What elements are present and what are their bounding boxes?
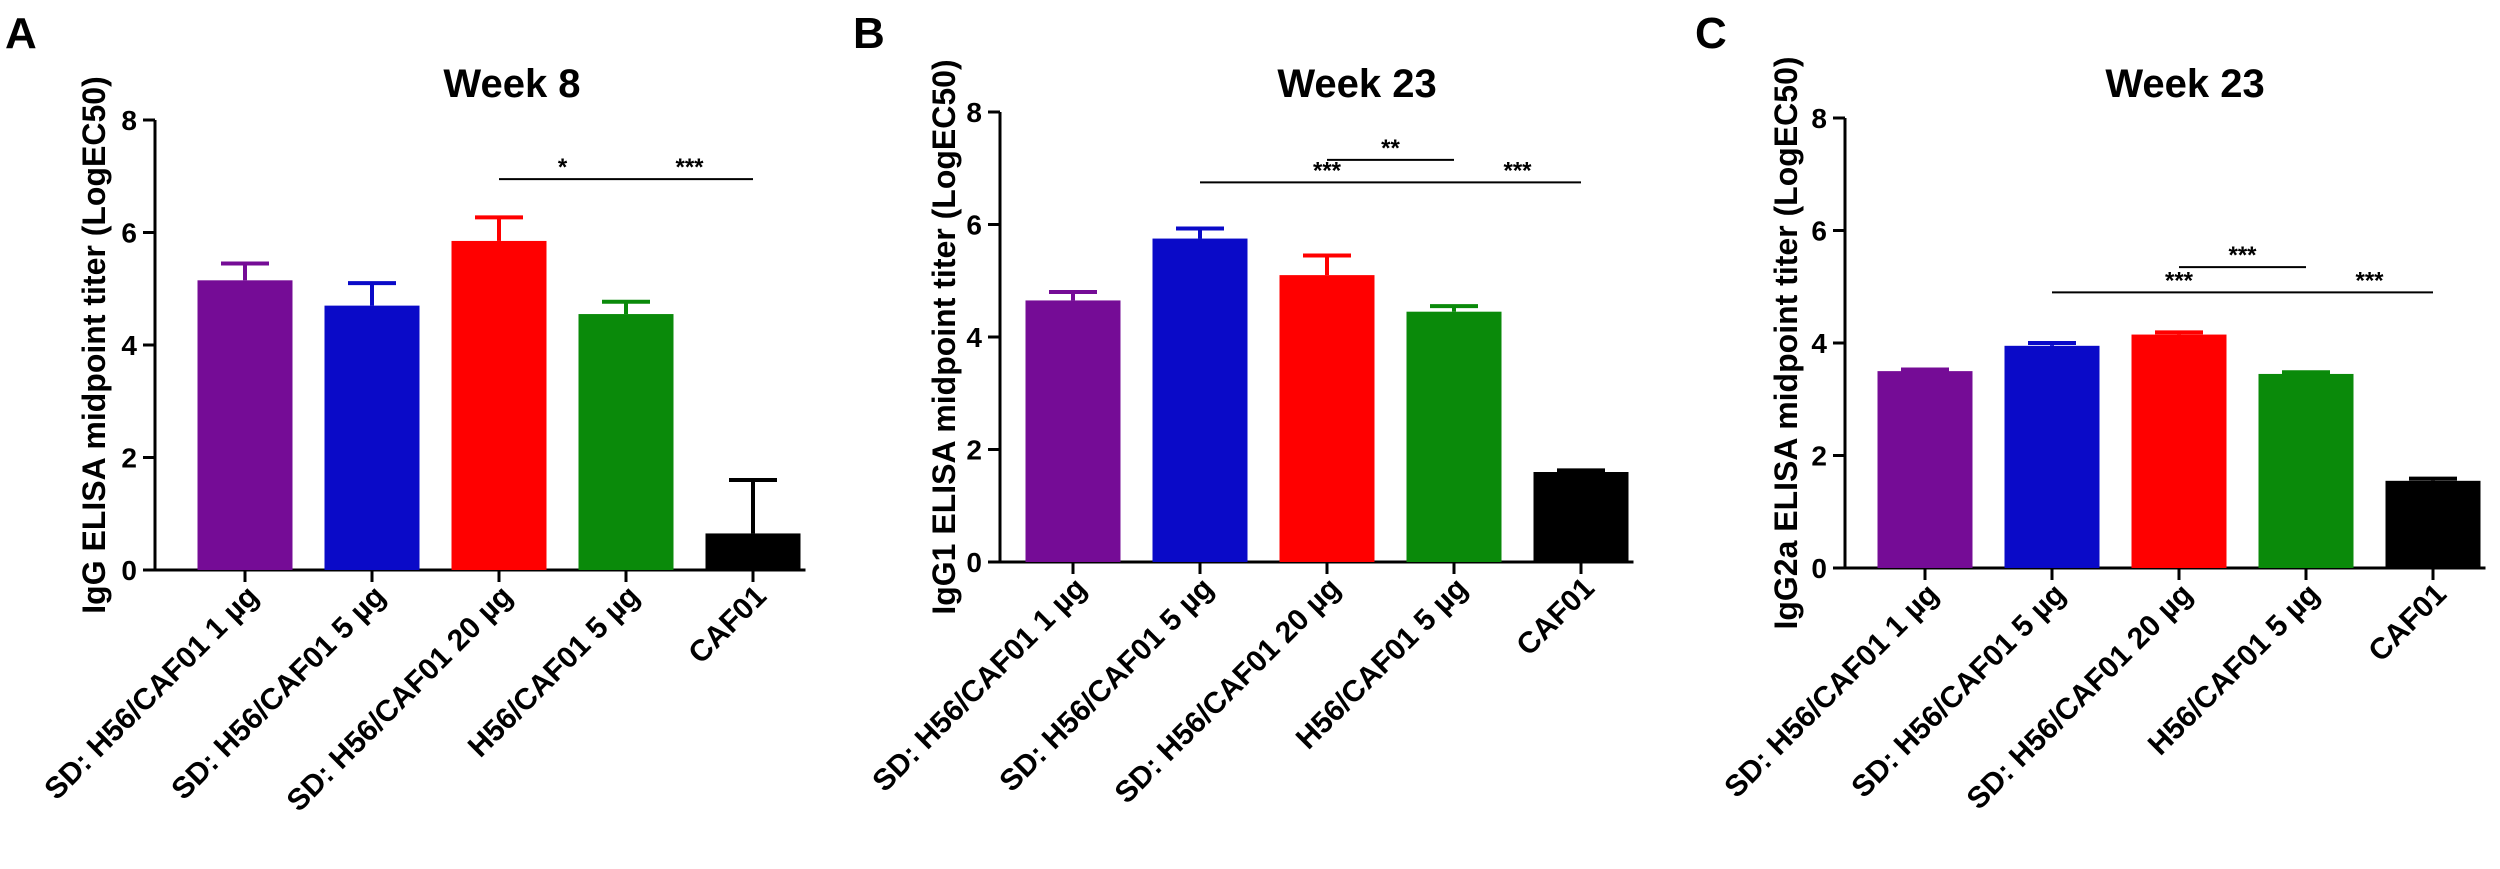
bar [1279, 275, 1375, 562]
significance-label: *** [675, 154, 704, 181]
y-tick-label: 0 [966, 547, 982, 578]
bar [1406, 311, 1502, 562]
x-tick-label: SD: H56/CAF01 1 µg [38, 580, 265, 807]
bar [2004, 345, 2100, 568]
bar [2258, 373, 2354, 568]
bar [1877, 371, 1973, 568]
y-tick-label: 4 [966, 322, 982, 353]
x-tick-label: CAF01 [682, 580, 773, 671]
y-tick-label: 2 [966, 435, 982, 466]
y-axis-label: IgG1 ELISA midpoint titer (LogEC50) [926, 59, 962, 614]
y-tick-label: 2 [121, 443, 137, 474]
y-tick-label: 0 [121, 555, 137, 586]
x-tick-label: SD: H56/CAF01 5 µg [165, 580, 392, 807]
bar [1025, 300, 1121, 562]
panel-letter: C [1695, 9, 1727, 58]
y-tick-label: 4 [121, 330, 137, 361]
x-tick-label: SD: H56/CAF01 5 µg [993, 572, 1220, 799]
x-tick-label: SD: H56/CAF01 1 µg [866, 572, 1093, 799]
y-tick-label: 6 [966, 210, 982, 241]
chart-panel-a: A Week 8 IgG ELISA midpoint titer (LogEC50… [5, 9, 806, 818]
x-tick-label: CAF01 [2362, 578, 2453, 669]
bar [2385, 480, 2481, 568]
bar [324, 305, 420, 570]
bar [578, 314, 674, 570]
bar [705, 533, 801, 570]
chart-panel-c: C Week 23 IgG2a ELISA midpoint titer (LogE… [1695, 9, 2486, 816]
y-tick-label: 8 [966, 97, 982, 128]
y-tick-label: 8 [1811, 103, 1827, 134]
y-tick-label: 6 [121, 218, 137, 249]
y-tick-label: 8 [121, 105, 137, 136]
panel-letter: A [5, 9, 37, 58]
significance-label: *** [2228, 242, 2257, 269]
chart-title: Week 8 [443, 62, 580, 106]
bar [197, 280, 293, 570]
x-tick-label: SD: H56/CAF01 20 µg [281, 580, 519, 818]
significance-label: * [558, 154, 568, 181]
y-tick-label: 6 [1811, 216, 1827, 247]
significance-label: *** [2165, 267, 2194, 294]
significance-label: *** [2355, 267, 2384, 294]
bar [1152, 238, 1248, 562]
y-tick-label: 0 [1811, 553, 1827, 584]
y-tick-label: 4 [1811, 328, 1827, 359]
y-axis-label: IgG ELISA midpoint titer (LogEC50) [76, 76, 112, 613]
x-tick-label: SD: H56/CAF01 20 µg [1961, 578, 2199, 816]
panel-letter: B [853, 9, 885, 58]
bar [451, 240, 547, 570]
y-tick-label: 2 [1811, 441, 1827, 472]
significance-label: ** [1381, 135, 1400, 162]
chart-panel-b: B Week 23 IgG1 ELISA midpoint titer (LogEC… [853, 9, 1634, 810]
significance-label: *** [1313, 157, 1342, 184]
x-tick-label: SD: H56/CAF01 5 µg [1845, 578, 2072, 805]
significance-label: *** [1503, 157, 1532, 184]
x-tick-label: SD: H56/CAF01 20 µg [1109, 572, 1347, 810]
bar [1533, 472, 1629, 562]
x-tick-label: CAF01 [1510, 572, 1601, 663]
chart-title: Week 23 [1277, 62, 1436, 106]
y-axis-label: IgG2a ELISA midpoint titer (LogEC50) [1768, 56, 1804, 629]
x-tick-label: SD: H56/CAF01 1 µg [1718, 578, 1945, 805]
chart-title: Week 23 [2105, 62, 2264, 106]
bar [2131, 334, 2227, 568]
